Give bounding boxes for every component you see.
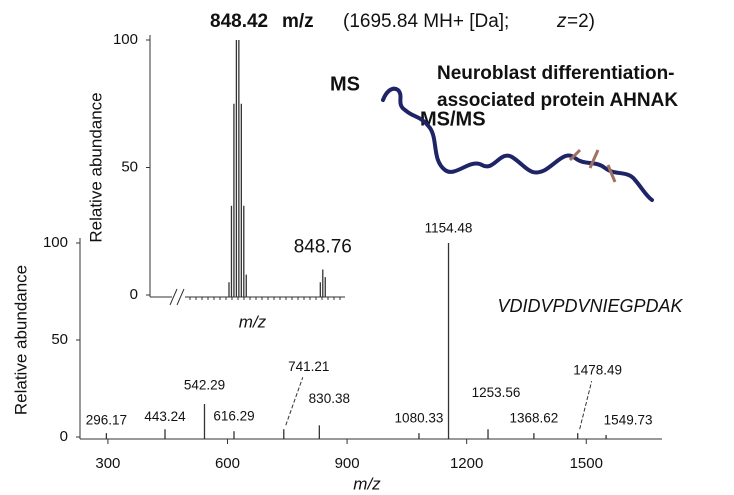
leader-line xyxy=(285,377,304,426)
ms-inset: 0 50 100 Relative abundance m/z MS 848.76 xyxy=(86,31,360,332)
axis-break xyxy=(169,288,185,306)
charge-value: =2) xyxy=(567,11,595,32)
protein-name: Neuroblast differentiation- xyxy=(437,63,675,84)
y-tick-label: 50 xyxy=(121,158,138,175)
protein-sidechains xyxy=(568,148,617,183)
x-tick-label: 300 xyxy=(95,455,120,472)
x-axis-label: m/z xyxy=(239,312,267,331)
peak-label: 542.29 xyxy=(184,378,225,393)
x-tick-label: 1500 xyxy=(570,455,603,472)
leader-line xyxy=(579,380,593,430)
inset-background xyxy=(88,8,350,338)
peak-label: 1253.56 xyxy=(472,385,521,400)
peptide-sequence: VDIDVPDVNIEGPDAK xyxy=(497,296,683,316)
x-axis-label: m/z xyxy=(353,474,381,493)
y-tick-label: 100 xyxy=(43,234,68,251)
x-tick-label: 1200 xyxy=(450,455,483,472)
peak-label: 616.29 xyxy=(213,409,254,424)
y-tick-label: 0 xyxy=(130,286,138,303)
y-tick-label: 0 xyxy=(60,428,68,445)
x-tick-label: 900 xyxy=(335,455,360,472)
peak-label: 1478.49 xyxy=(573,363,622,378)
precursor-unit: m/z xyxy=(282,11,314,32)
peak-label: 1549.73 xyxy=(604,413,653,428)
precursor-detail: (1695.84 MH+ [Da]; xyxy=(343,11,509,32)
y-axis-label: Relative abundance xyxy=(11,265,30,415)
x-tick-label: 600 xyxy=(215,455,240,472)
peak-label: 1368.62 xyxy=(509,411,558,426)
charge-symbol: z xyxy=(556,11,567,32)
y-axis-label: Relative abundance xyxy=(86,92,105,242)
y-tick-label: 100 xyxy=(113,31,138,48)
peak-label: 848.76 xyxy=(294,237,352,258)
peak-label: 830.38 xyxy=(309,391,350,406)
peak-label: 1080.33 xyxy=(395,411,444,426)
spectrum-label: MS xyxy=(330,73,360,95)
y-tick-label: 50 xyxy=(51,331,68,348)
peak-label: 1154.48 xyxy=(425,221,473,236)
peak-label: 296.17 xyxy=(86,413,127,428)
protein-structure xyxy=(381,86,654,202)
peak-label: 443.24 xyxy=(144,409,186,424)
spectrum-label: MS/MS xyxy=(420,108,486,130)
peak-label: 741.21 xyxy=(288,359,329,374)
msms-chart: 0 50 100 300 600 900 1200 1500 Relative abundanc… xyxy=(11,108,683,493)
precursor-mz: 848.42 xyxy=(210,11,268,32)
protein-name: associated protein AHNAK xyxy=(437,90,678,111)
